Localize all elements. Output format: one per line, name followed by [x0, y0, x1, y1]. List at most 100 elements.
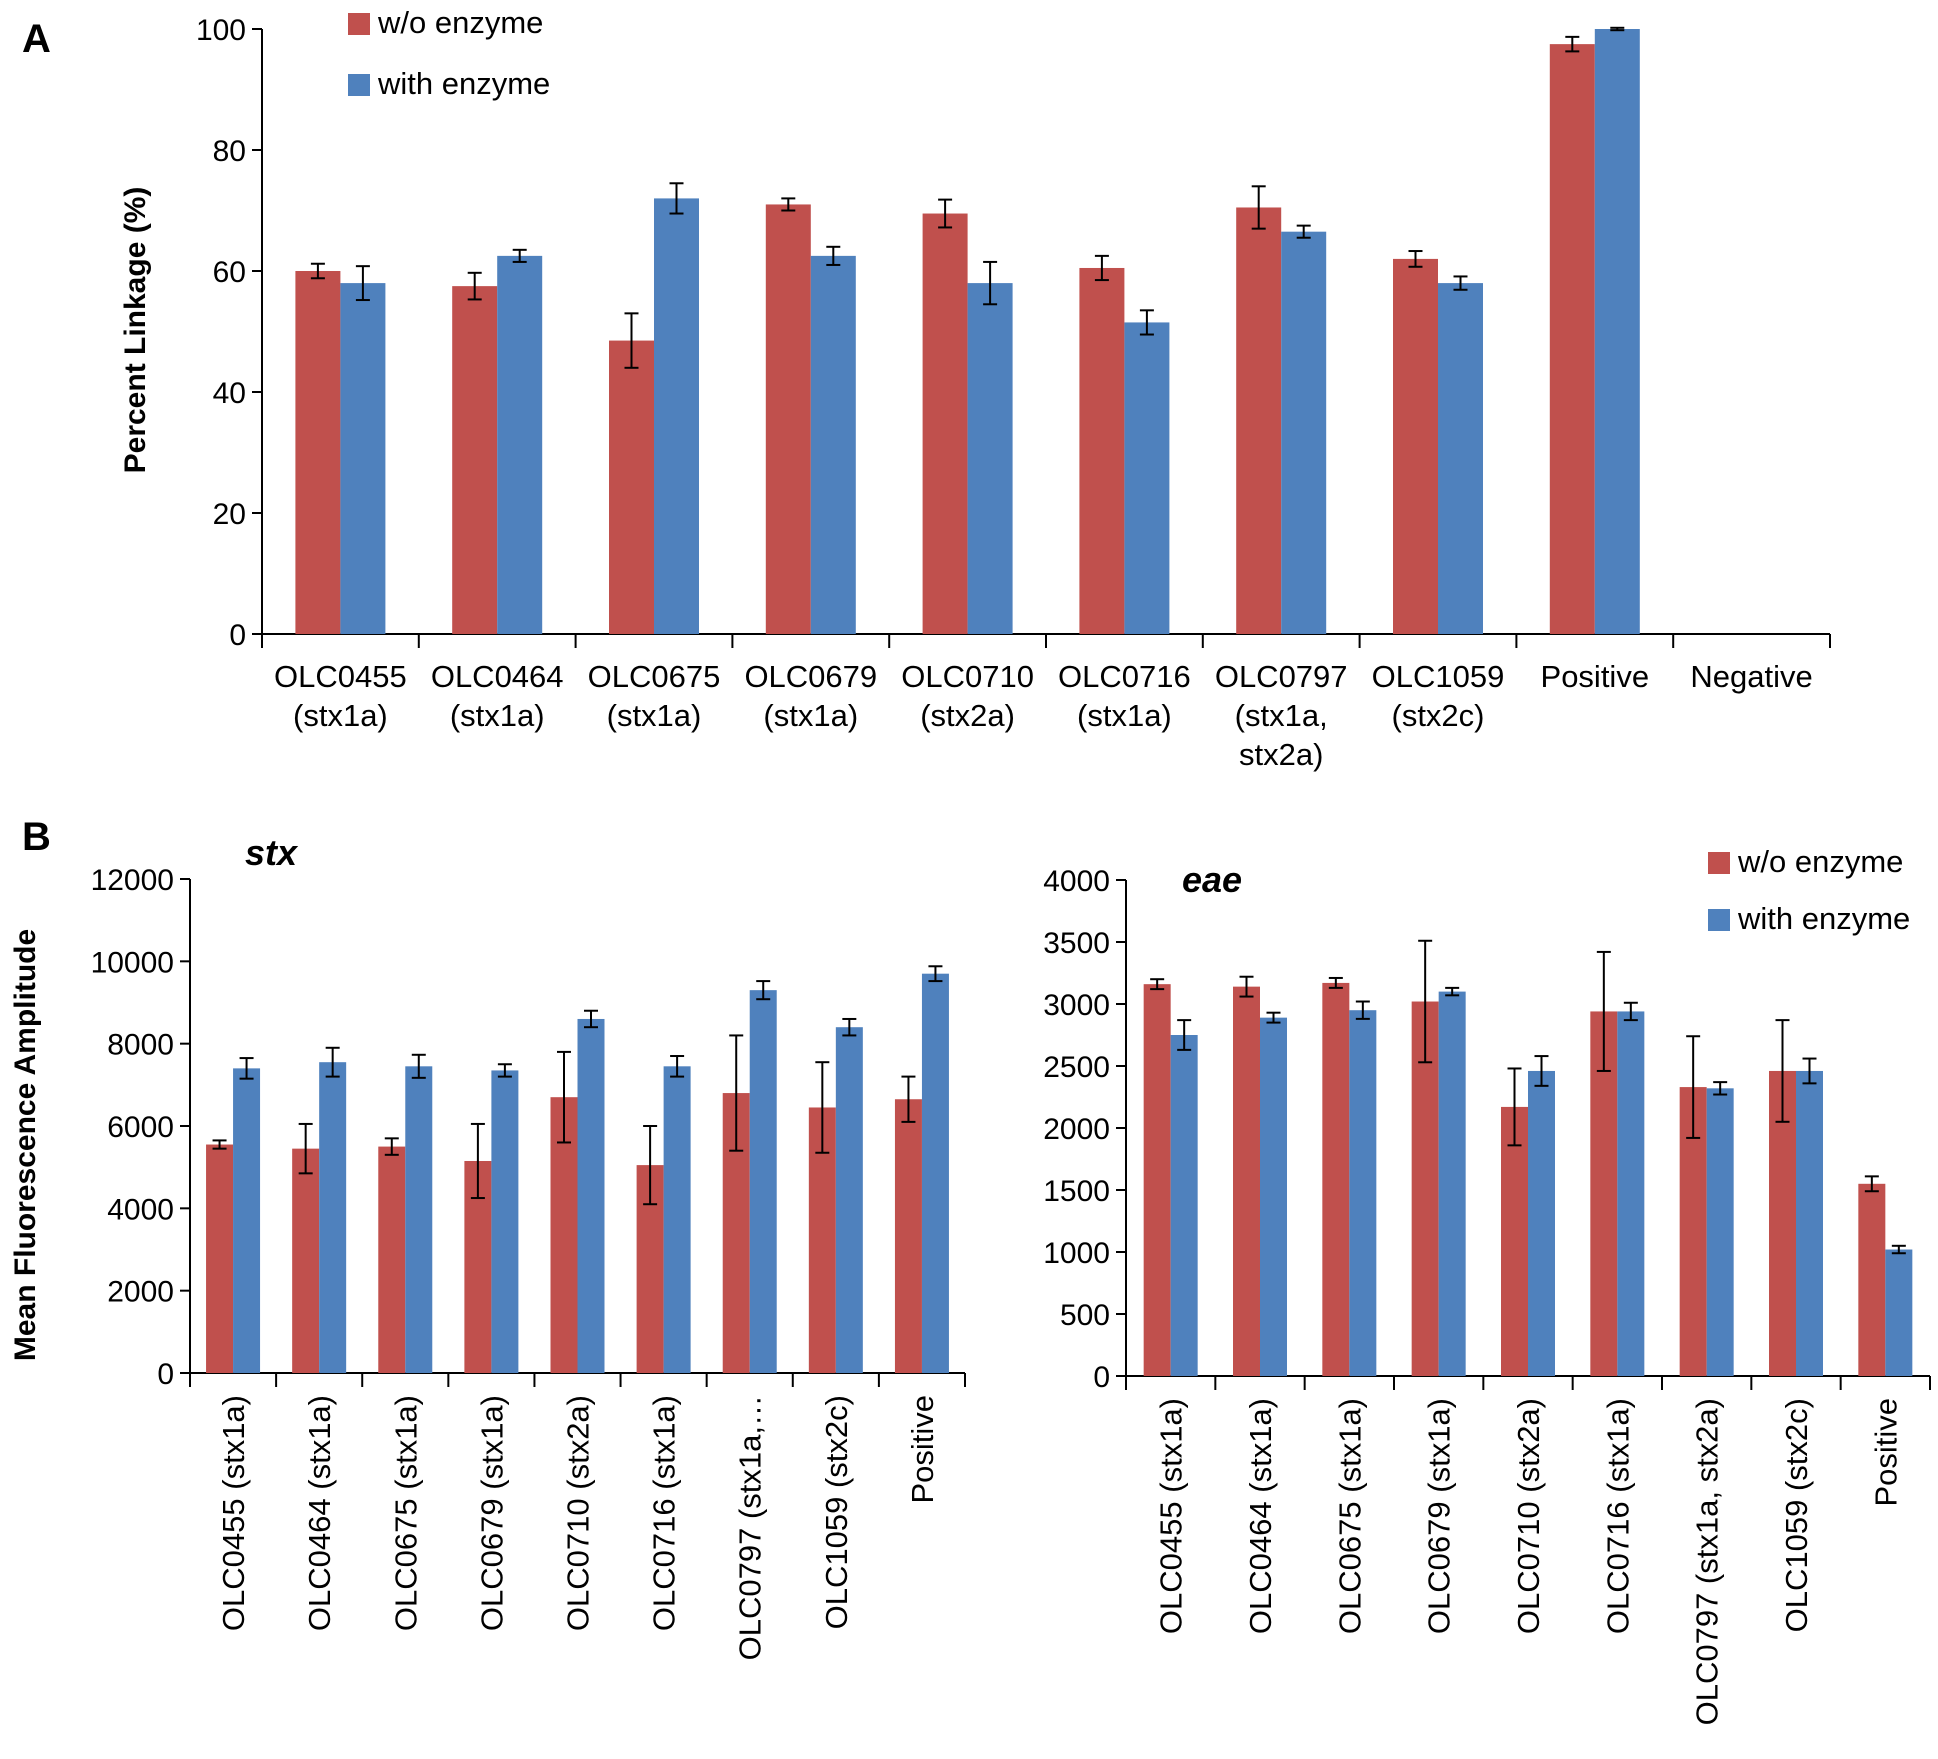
bar-with-enzyme [1124, 322, 1170, 634]
x-category-label: OLC0675 (stx1a) [388, 1395, 423, 1631]
bar-with-enzyme [967, 283, 1013, 634]
y-tick-label: 2000 [1043, 1113, 1110, 1146]
legend-swatch-without-enzyme [348, 13, 370, 35]
y-tick-label: 3500 [1043, 927, 1110, 960]
x-category-label-line: OLC0455 [274, 659, 407, 694]
legend-label: with enzyme [1737, 901, 1910, 936]
bar-without-enzyme [452, 286, 498, 634]
bar-without-enzyme [295, 271, 341, 634]
bar-with-enzyme [1528, 1070, 1555, 1376]
x-category-label: OLC0710 (stx2a) [561, 1395, 596, 1631]
bar-with-enzyme [1260, 1017, 1287, 1376]
y-tick-label: 80 [213, 135, 246, 168]
bar-with-enzyme [497, 255, 543, 634]
bar-without-enzyme [1079, 267, 1125, 634]
bar-with-enzyme [1170, 1035, 1198, 1376]
chart-b-ylabel: Mean Fluorescence Amplitude [9, 929, 42, 1361]
x-category-label: Positive [1541, 659, 1650, 694]
y-tick-label: 60 [213, 256, 246, 289]
x-category-label: OLC0464 (stx1a) [431, 659, 564, 733]
x-category-label-line: OLC0675 [588, 659, 721, 694]
bar-with-enzyme [835, 1027, 863, 1373]
bar-with-enzyme [319, 1062, 347, 1373]
bar-with-enzyme [405, 1066, 433, 1373]
y-tick-label: 8000 [107, 1029, 174, 1062]
bar-without-enzyme [1393, 258, 1438, 634]
x-category-label-line: OLC0797 [1215, 659, 1348, 694]
y-tick-label: 10000 [91, 946, 174, 979]
bar-without-enzyme [1322, 982, 1350, 1376]
x-category-label: OLC0716 (stx1a) [1058, 659, 1191, 733]
x-category-label-line: Negative [1690, 659, 1812, 694]
bar-with-enzyme [921, 973, 949, 1373]
x-category-label: OLC0679 (stx1a) [1422, 1398, 1457, 1634]
chart-eae-title: eae [1182, 859, 1242, 900]
chart-stx-title: stx [245, 832, 299, 873]
x-category-label-line: (stx1a) [293, 698, 388, 733]
x-category-label: Negative [1690, 659, 1812, 694]
x-category-label: OLC1059 (stx2c) [1779, 1398, 1814, 1632]
x-category-label-line: OLC0464 [431, 659, 564, 694]
bar-with-enzyme [1706, 1088, 1734, 1376]
y-tick-label: 20 [213, 498, 246, 531]
panel-label-b: B [22, 815, 51, 859]
x-category-label: Positive [1868, 1398, 1903, 1507]
bar-with-enzyme [577, 1018, 605, 1373]
legend-label: w/o enzyme [377, 5, 543, 40]
bar-with-enzyme [1594, 29, 1640, 634]
x-category-label: OLC0710 (stx2a) [901, 659, 1034, 733]
chart-a-ylabel: Percent Linkage (%) [119, 187, 152, 474]
bar-with-enzyme [654, 198, 699, 634]
y-tick-label: 6000 [107, 1111, 174, 1144]
bar-with-enzyme [1438, 991, 1466, 1376]
x-category-label-line: (stx2a) [920, 698, 1015, 733]
x-category-label-line: OLC0679 [744, 659, 877, 694]
bar-without-enzyme [894, 1099, 922, 1373]
x-category-label-line: OLC0716 [1058, 659, 1191, 694]
x-category-label: OLC0455 (stx1a) [1154, 1398, 1189, 1634]
bar-without-enzyme [1233, 986, 1260, 1376]
x-category-label: OLC0797 (stx1a, stx2a) [1215, 659, 1348, 772]
x-category-label-line: (stx1a) [763, 698, 858, 733]
bar-without-enzyme [765, 204, 811, 634]
bar-with-enzyme [491, 1070, 519, 1373]
x-category-label: OLC0716 (stx1a) [647, 1395, 682, 1631]
bar-with-enzyme [1349, 1010, 1377, 1376]
legend-swatch-with-enzyme [1708, 909, 1730, 931]
y-tick-label: 1500 [1043, 1175, 1110, 1208]
x-category-label: OLC0679 (stx1a) [474, 1395, 509, 1631]
x-category-label: OLC1059 (stx2c) [819, 1395, 854, 1629]
bar-with-enzyme [340, 283, 386, 634]
chart-b-eae: 0 500 1000 1500 2000 2500 3000 3500 4000 OLC0455 … [1043, 844, 1931, 1725]
bar-without-enzyme [609, 340, 654, 634]
y-tick-label: 4000 [1043, 865, 1110, 898]
x-category-label: OLC0455 (stx1a) [274, 659, 407, 733]
x-category-label: OLC0675 (stx1a) [588, 659, 721, 733]
bar-without-enzyme [922, 213, 968, 634]
bar-with-enzyme [663, 1066, 691, 1373]
bar-without-enzyme [378, 1146, 406, 1373]
legend-label: with enzyme [377, 66, 550, 101]
legend-swatch-without-enzyme [1708, 852, 1730, 874]
y-tick-label: 0 [229, 619, 246, 652]
bar-with-enzyme [810, 255, 856, 634]
legend-swatch-with-enzyme [348, 74, 370, 96]
x-category-label: OLC0455 (stx1a) [216, 1395, 251, 1631]
bar-with-enzyme [1438, 283, 1483, 634]
x-category-label: Positive [905, 1395, 940, 1504]
legend-label: w/o enzyme [1737, 844, 1903, 879]
bar-without-enzyme [1501, 1106, 1528, 1376]
x-category-label: OLC0797 (stx1a, stx2a) [1690, 1398, 1725, 1725]
x-category-label-line: (stx1a) [1077, 698, 1172, 733]
x-category-label: OLC0710 (stx2a) [1511, 1398, 1546, 1634]
panel-label-a: A [22, 17, 51, 61]
bar-with-enzyme [1796, 1070, 1823, 1376]
x-category-label-line: Positive [1541, 659, 1650, 694]
y-tick-label: 2500 [1043, 1051, 1110, 1084]
x-category-label: OLC0797 (stx1a,… [733, 1395, 768, 1660]
bar-with-enzyme [1281, 231, 1327, 635]
x-category-label-line: stx2a) [1239, 737, 1323, 772]
x-category-label-line: OLC1059 [1372, 659, 1505, 694]
y-tick-label: 2000 [107, 1276, 174, 1309]
